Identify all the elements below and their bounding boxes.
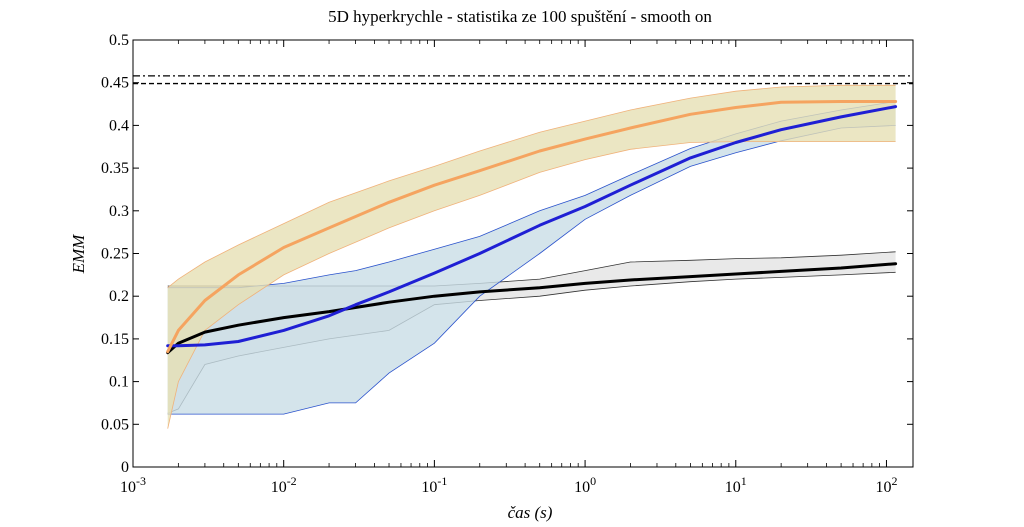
series-0-line xyxy=(166,262,898,355)
series-1-line xyxy=(166,105,898,348)
y-tick-label: 0.5 xyxy=(109,32,129,49)
series-1-band xyxy=(167,101,896,415)
x-tick-label: 100 xyxy=(574,474,596,496)
series-1-lower-line xyxy=(167,125,896,415)
x-tick-label: 10-2 xyxy=(271,474,297,496)
y-tick-label: 0.25 xyxy=(101,246,129,263)
plot-area xyxy=(133,75,913,429)
x-tick-label: 10-1 xyxy=(421,474,447,496)
y-tick-label: 0.15 xyxy=(101,331,129,348)
y-axis-label: EMM xyxy=(69,234,88,275)
y-tick-label: 0.3 xyxy=(109,203,129,220)
y-tick-label: 0 xyxy=(121,459,129,476)
series-2-upper-line xyxy=(167,84,896,289)
series-2-lower-line xyxy=(167,141,896,429)
y-tick-label: 0.45 xyxy=(101,75,129,92)
chart-title: 5D hyperkrychle - statistika ze 100 spuš… xyxy=(328,7,712,26)
y-tick-label: 0.05 xyxy=(101,416,129,433)
y-tick-label: 0.2 xyxy=(109,288,129,305)
x-tick-label: 101 xyxy=(725,474,747,496)
x-tick-label: 102 xyxy=(875,474,897,496)
y-tick-label: 0.1 xyxy=(109,374,129,391)
series-2-line xyxy=(166,100,898,354)
y-tick-label: 0.4 xyxy=(109,117,129,134)
y-tick-label: 0.35 xyxy=(101,160,129,177)
x-tick-label: 10-3 xyxy=(120,474,146,496)
axes: 0 0.05 0.1 0.15 0.2 0.25 0.3 0.35 0.4 0.45 0.5 10-3… xyxy=(101,32,914,496)
x-axis-label: čas (s) xyxy=(508,503,553,522)
